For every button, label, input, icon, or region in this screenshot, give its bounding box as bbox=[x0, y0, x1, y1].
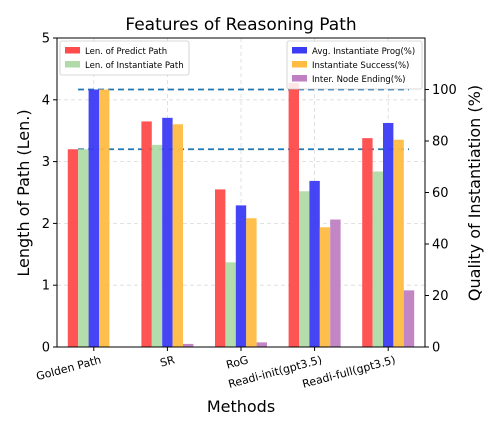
bar bbox=[299, 191, 310, 347]
legend-label: Avg. Instantiate Prog(%) bbox=[312, 47, 415, 57]
bar bbox=[162, 117, 173, 347]
chart-title: Features of Reasoning Path bbox=[125, 15, 356, 35]
bar bbox=[215, 189, 226, 347]
bar bbox=[225, 262, 236, 347]
bar bbox=[183, 343, 194, 347]
bar bbox=[309, 180, 320, 347]
bars bbox=[67, 83, 415, 348]
bar bbox=[235, 205, 247, 347]
y-tick-label-right: 40 bbox=[432, 238, 449, 253]
y-tick-label-left: 3 bbox=[42, 155, 50, 170]
y-tick-label-left: 1 bbox=[42, 279, 50, 294]
legend-left: Len. of Predict Path Len. of Instantiate … bbox=[59, 40, 190, 76]
bar bbox=[246, 218, 257, 347]
bar bbox=[319, 227, 331, 347]
bar bbox=[362, 138, 373, 347]
bar bbox=[99, 89, 110, 347]
legend-swatch bbox=[65, 47, 80, 54]
legend-box bbox=[286, 40, 423, 90]
bar bbox=[151, 144, 163, 347]
legend-label: Len. of Instantiate Path bbox=[85, 61, 184, 71]
y-axis-right: 0 20 40 60 80 100 bbox=[425, 83, 457, 356]
y-tick-label-left: 2 bbox=[42, 217, 50, 232]
x-tick-label: RoG bbox=[225, 353, 250, 371]
bar bbox=[67, 149, 79, 347]
bar bbox=[393, 139, 404, 347]
y-tick-label-left: 0 bbox=[42, 341, 50, 356]
bar bbox=[256, 342, 267, 347]
bar bbox=[141, 121, 152, 348]
x-tick-label: SR bbox=[159, 353, 177, 369]
x-axis: Golden Path SR RoGReadi-init(gpt3.5)Readi-… bbox=[35, 347, 397, 391]
bar bbox=[88, 89, 99, 347]
legend-label: Len. of Predict Path bbox=[85, 47, 167, 57]
bar bbox=[330, 219, 341, 347]
y-tick-label-right: 100 bbox=[432, 83, 457, 98]
legend-swatch bbox=[292, 61, 307, 68]
bar bbox=[78, 149, 89, 347]
legend-swatch bbox=[65, 61, 80, 68]
legend-box bbox=[59, 40, 190, 76]
legend-label: Instantiate Success(%) bbox=[312, 61, 409, 71]
legend-right: Avg. Instantiate Prog(%) Instantiate Succ… bbox=[286, 40, 423, 90]
bar bbox=[172, 124, 183, 347]
y-tick-label-left: 4 bbox=[42, 93, 50, 108]
reference-lines bbox=[78, 88, 409, 151]
y-tick-label-right: 20 bbox=[432, 289, 449, 304]
y-tick-label-right: 0 bbox=[432, 341, 440, 356]
y-tick-label-left: 5 bbox=[42, 32, 50, 47]
y-axis-left-title: Length of Path (Len.) bbox=[14, 109, 33, 276]
x-tick-label: Golden Path bbox=[35, 353, 103, 383]
x-axis-title: Methods bbox=[207, 397, 275, 416]
y-tick-label-right: 80 bbox=[432, 135, 449, 150]
legend-swatch bbox=[292, 75, 307, 82]
bar bbox=[383, 122, 394, 347]
legend-label: Inter. Node Ending(%) bbox=[312, 75, 405, 85]
y-axis-left: 0 1 2 3 4 5 bbox=[42, 32, 57, 356]
legend-swatch bbox=[292, 47, 307, 54]
y-axis-right-title: Quality of Instantiation (%) bbox=[465, 85, 484, 301]
bar bbox=[288, 83, 299, 347]
bar bbox=[372, 171, 383, 347]
bar bbox=[403, 290, 415, 347]
y-tick-label-right: 60 bbox=[432, 186, 449, 201]
